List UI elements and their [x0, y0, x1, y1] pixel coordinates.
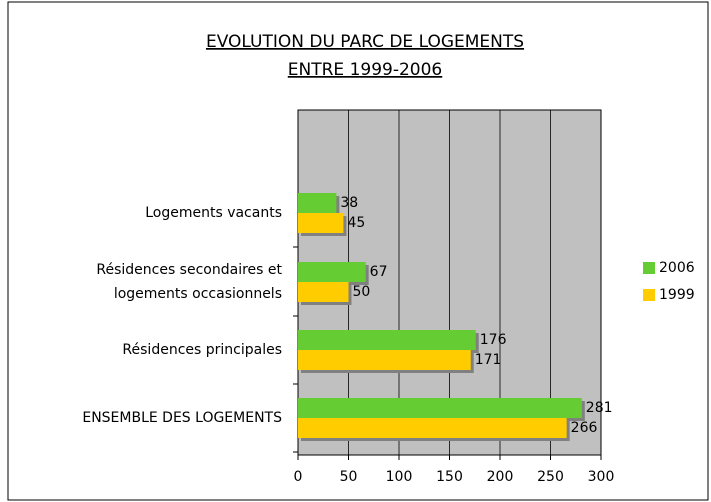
value-label: 266 [571, 420, 598, 436]
bar [298, 282, 349, 302]
x-tick-label: 200 [487, 469, 514, 485]
bar [298, 262, 366, 282]
value-label: 171 [475, 352, 502, 368]
y-tick-label: ENSEMBLE DES LOGEMENTS [82, 410, 282, 426]
x-tick-label: 150 [436, 469, 463, 485]
y-tick-label: Logements vacants [145, 205, 282, 221]
y-tick-label: Résidences principales [122, 342, 282, 358]
bar [298, 418, 567, 438]
legend-swatch [643, 289, 655, 301]
value-label: 50 [353, 284, 371, 300]
x-tick-label: 50 [340, 469, 358, 485]
legend-label: 2006 [659, 260, 695, 276]
y-tick-label: logements occasionnels [114, 286, 282, 302]
y-tick-label: Résidences secondaires et [96, 262, 282, 278]
value-label: 67 [370, 264, 388, 280]
value-label: 38 [340, 195, 358, 211]
x-tick-label: 0 [294, 469, 303, 485]
legend-swatch [643, 262, 655, 274]
legend-label: 1999 [659, 287, 695, 303]
value-label: 45 [347, 215, 365, 231]
bar [298, 398, 582, 418]
x-tick-label: 100 [386, 469, 413, 485]
value-label: 281 [586, 400, 613, 416]
x-tick-label: 250 [537, 469, 564, 485]
bar [298, 193, 337, 213]
bar [298, 350, 471, 370]
value-label: 176 [480, 332, 507, 348]
bar [298, 213, 344, 233]
x-tick-label: 300 [588, 469, 615, 485]
bar [298, 330, 476, 350]
chart-title: EVOLUTION DU PARC DE LOGEMENTS [206, 32, 524, 52]
chart-title: ENTRE 1999-2006 [288, 60, 442, 80]
